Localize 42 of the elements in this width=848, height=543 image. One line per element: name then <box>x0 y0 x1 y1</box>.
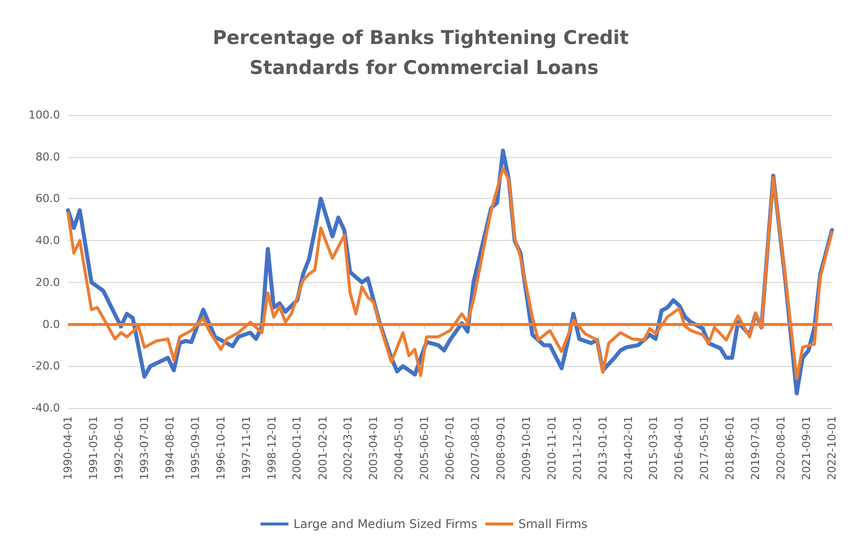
y-tick-label: -20.0 <box>32 360 60 373</box>
x-tick-label: 1994-08-01 <box>163 416 176 480</box>
y-tick-label: 60.0 <box>36 192 60 206</box>
x-tick-label: 2019-07-01 <box>749 416 762 480</box>
x-tick-label: 2015-03-01 <box>647 416 660 480</box>
y-tick-label: 20.0 <box>36 276 60 289</box>
x-tick-label: 1991-05-01 <box>86 416 100 480</box>
x-tick-label: 2017-05-01 <box>698 416 712 480</box>
x-tick-label: 2020-08-01 <box>774 416 788 480</box>
x-tick-label: 2013-01-01 <box>596 416 610 480</box>
y-tick-label: 40.0 <box>36 234 60 248</box>
y-tick-label: 80.0 <box>36 150 60 164</box>
x-tick-label: 2009-10-01 <box>520 416 533 480</box>
x-tick-label: 2001-02-01 <box>316 416 330 480</box>
x-tick-label: 1992-06-01 <box>112 416 126 480</box>
chart-title: Percentage of Banks Tightening Credit Standards for Commercial Loans <box>212 27 636 79</box>
x-tick-label: 1996-10-01 <box>214 416 228 480</box>
x-tick-label: 1998-12-01 <box>265 416 278 480</box>
x-tick-label: 2008-09-01 <box>494 416 508 480</box>
x-tick-label: 2010-11-01 <box>545 416 558 480</box>
y-tick-label: 100.0 <box>28 108 60 122</box>
legend-label: Small Firms <box>518 517 588 531</box>
legend-label: Large and Medium Sized Firms <box>293 517 478 531</box>
x-tick-label: 2014-02-01 <box>622 416 635 480</box>
x-tick-label: 2018-06-01 <box>724 416 737 480</box>
x-tick-label: 2011-12-01 <box>570 416 584 480</box>
y-tick-label: 0.0 <box>42 318 60 331</box>
x-tick-label: 2002-03-01 <box>342 416 355 480</box>
x-tick-label: 2004-05-01 <box>392 416 406 480</box>
x-tick-label: 1997-11-01 <box>240 416 253 480</box>
x-tick-label: 2005-06-01 <box>418 416 432 480</box>
x-tick-label: 2007-08-01 <box>468 416 482 480</box>
x-tick-label: 2000-01-01 <box>290 416 304 480</box>
y-tick-label: -40.0 <box>32 402 60 414</box>
x-tick-label: 1990-04-01 <box>62 416 74 480</box>
x-tick-label: 2021-09-01 <box>800 416 814 480</box>
x-tick-label: 2006-07-01 <box>443 416 456 480</box>
x-tick-label: 2016-04-01 <box>672 416 686 480</box>
x-tick-label: 2022-10-01 <box>826 416 838 480</box>
x-tick-label: 1993-07-01 <box>138 416 151 480</box>
x-tick-label: 2003-04-01 <box>367 416 380 480</box>
x-tick-label: 1995-09-01 <box>188 416 202 480</box>
